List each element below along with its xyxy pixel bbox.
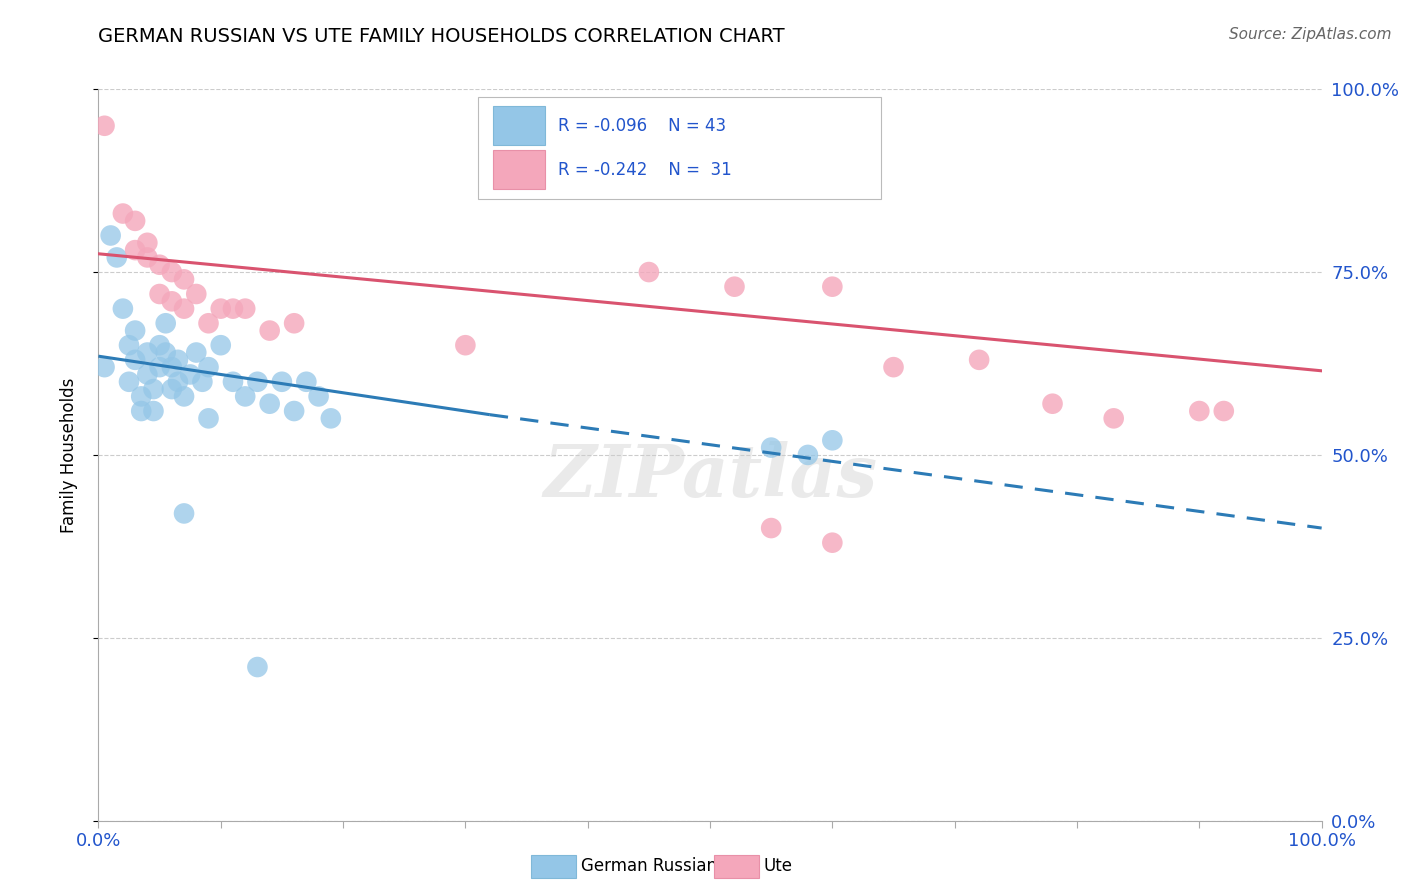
Point [160,382,183,396]
Point [111,301,134,316]
Point [124,243,146,257]
Point [821,279,844,293]
Point [1102,411,1125,425]
Point [167,375,190,389]
Text: Ute: Ute [763,857,793,875]
Point [761,441,783,455]
Point [105,251,128,265]
Point [129,389,152,403]
Point [821,434,844,448]
Point [173,507,195,521]
Point [222,301,245,316]
Point [167,352,190,367]
Point [160,360,183,375]
Point [209,301,232,316]
Text: R = -0.096    N = 43: R = -0.096 N = 43 [558,117,727,135]
Point [454,338,477,352]
Point [186,345,208,359]
Point [149,287,172,301]
Point [129,404,152,418]
Point [246,660,269,674]
FancyBboxPatch shape [478,96,882,199]
Point [93,119,115,133]
Point [1042,397,1064,411]
Point [160,265,183,279]
Point [283,404,305,418]
Point [173,272,195,286]
Point [191,375,214,389]
Text: German Russians: German Russians [581,857,725,875]
Text: R = -0.242    N =  31: R = -0.242 N = 31 [558,161,733,178]
Point [295,375,318,389]
Point [179,368,201,382]
Point [197,411,219,425]
FancyBboxPatch shape [494,106,546,145]
Point [883,360,905,375]
Point [319,411,342,425]
Point [136,235,159,250]
Point [111,206,134,220]
Point [1212,404,1234,418]
Point [723,279,745,293]
Point [186,287,208,301]
Text: Source: ZipAtlas.com: Source: ZipAtlas.com [1229,27,1392,42]
Text: GERMAN RUSSIAN VS UTE FAMILY HOUSEHOLDS CORRELATION CHART: GERMAN RUSSIAN VS UTE FAMILY HOUSEHOLDS … [98,27,785,45]
Point [197,360,219,375]
Point [149,258,172,272]
Point [246,375,269,389]
Point [197,316,219,330]
Point [118,338,141,352]
Point [136,345,159,359]
Point [93,360,115,375]
Point [1188,404,1211,418]
Point [160,294,183,309]
Point [124,352,146,367]
Point [222,375,245,389]
Point [233,301,256,316]
Point [155,316,177,330]
Point [821,535,844,549]
Text: ZIPatlas: ZIPatlas [543,442,877,512]
Point [797,448,820,462]
Point [142,404,165,418]
Point [209,338,232,352]
Point [270,375,294,389]
Point [308,389,330,403]
Point [155,345,177,359]
Point [233,389,256,403]
Point [136,368,159,382]
Point [124,324,146,338]
Point [967,352,990,367]
Point [149,338,172,352]
Point [173,301,195,316]
Point [136,251,159,265]
Point [100,228,122,243]
Point [142,382,165,396]
Point [761,521,783,535]
Point [173,389,195,403]
Y-axis label: Family Households: Family Households [59,377,77,533]
Point [259,397,281,411]
Point [124,214,146,228]
Point [118,375,141,389]
Point [259,324,281,338]
Point [149,360,172,375]
FancyBboxPatch shape [494,150,546,189]
Point [283,316,305,330]
Point [638,265,661,279]
